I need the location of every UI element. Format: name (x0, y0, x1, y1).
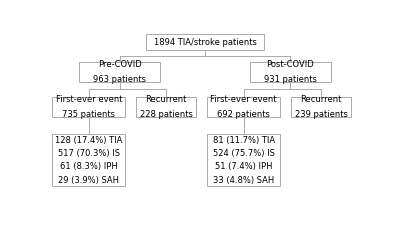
FancyBboxPatch shape (250, 62, 330, 82)
Text: Recurrent: Recurrent (146, 95, 187, 104)
Text: First-ever event: First-ever event (210, 95, 277, 104)
FancyBboxPatch shape (80, 62, 160, 82)
Text: 692 patients: 692 patients (217, 110, 270, 119)
FancyBboxPatch shape (207, 134, 280, 186)
Text: 228 patients: 228 patients (140, 110, 193, 119)
FancyBboxPatch shape (52, 97, 125, 117)
FancyBboxPatch shape (52, 134, 125, 186)
Text: First-ever event: First-ever event (56, 95, 122, 104)
Text: 51 (7.4%) IPH: 51 (7.4%) IPH (215, 162, 272, 171)
Text: 33 (4.8%) SAH: 33 (4.8%) SAH (213, 175, 274, 185)
Text: 128 (17.4%) TIA: 128 (17.4%) TIA (55, 136, 122, 145)
FancyBboxPatch shape (207, 97, 280, 117)
Text: 963 patients: 963 patients (93, 75, 146, 84)
Text: Recurrent: Recurrent (300, 95, 342, 104)
Text: 61 (8.3%) IPH: 61 (8.3%) IPH (60, 162, 118, 171)
Text: 81 (11.7%) TIA: 81 (11.7%) TIA (213, 136, 275, 145)
Text: 735 patients: 735 patients (62, 110, 115, 119)
Text: 524 (75.7%) IS: 524 (75.7%) IS (213, 149, 275, 158)
Text: 931 patients: 931 patients (264, 75, 317, 84)
FancyBboxPatch shape (136, 97, 196, 117)
Text: 29 (3.9%) SAH: 29 (3.9%) SAH (58, 175, 119, 185)
Text: 1894 TIA/stroke patients: 1894 TIA/stroke patients (154, 38, 256, 47)
Text: 239 patients: 239 patients (295, 110, 348, 119)
Text: 517 (70.3%) IS: 517 (70.3%) IS (58, 149, 120, 158)
Text: Post-COVID: Post-COVID (266, 60, 314, 69)
Text: Pre-COVID: Pre-COVID (98, 60, 142, 69)
FancyBboxPatch shape (146, 34, 264, 50)
FancyBboxPatch shape (291, 97, 352, 117)
